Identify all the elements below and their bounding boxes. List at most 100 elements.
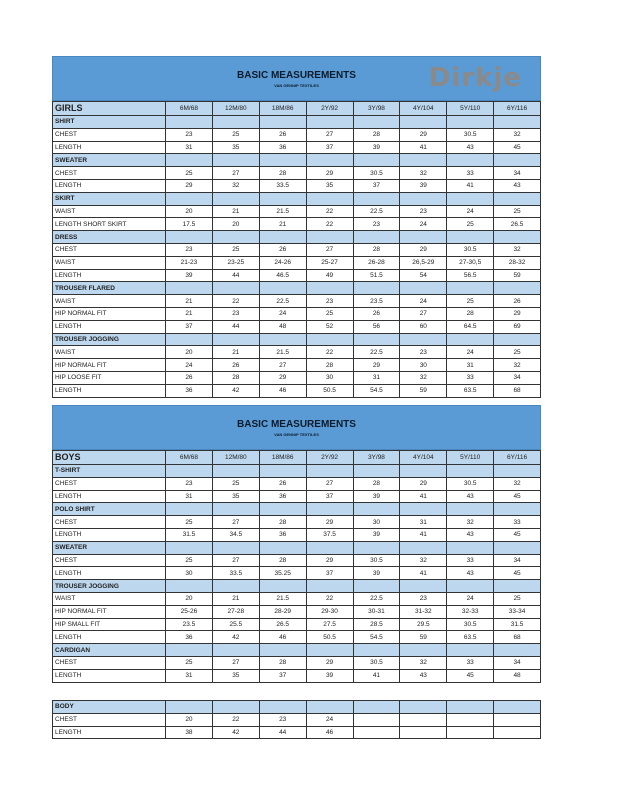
measurement-row: WAIST 21-23 23-25 24-26 25-27 26-28 26,5-29 27-… xyxy=(52,255,541,270)
measurement-value: 32-33 xyxy=(446,604,495,619)
measurement-value: 29 xyxy=(493,306,541,321)
empty-cell xyxy=(352,332,401,347)
section-label: DRESS xyxy=(52,230,166,244)
size-header: 5Y/110 xyxy=(446,101,495,116)
measurement-value: 17.5 xyxy=(165,217,213,232)
measurement-value: 28 xyxy=(305,358,354,372)
measurement-value: 28 xyxy=(211,370,260,385)
empty-cell xyxy=(399,115,448,129)
empty-cell xyxy=(258,153,307,168)
empty-cell xyxy=(305,464,354,478)
measurement-value: 25 xyxy=(165,655,213,670)
measurement-row: LENGTH 30 33.5 35.25 37 39 41 43 45 xyxy=(52,566,541,581)
empty-cell xyxy=(446,502,495,517)
measurement-label: LENGTH xyxy=(52,383,166,398)
body-table: BODY CHEST 20 22 23 24 LENGTH 38 42 44 46 xyxy=(52,700,541,740)
empty-cell xyxy=(493,643,541,657)
boys-block: BASIC MEASUREMENTS VAN GENNIP TEXTILES B… xyxy=(52,405,541,683)
measurement-value: 35 xyxy=(305,178,354,193)
measurement-value: 50.5 xyxy=(305,383,354,398)
measurement-value: 43 xyxy=(493,178,541,193)
measurement-value: 39 xyxy=(352,140,401,155)
measurement-row: CHEST 23 25 26 27 28 29 30.5 32 xyxy=(52,242,541,257)
measurement-value: 28 xyxy=(352,476,401,491)
empty-cell xyxy=(258,332,307,347)
measurement-value: 28.5 xyxy=(352,617,401,632)
measurement-value: 28 xyxy=(352,242,401,257)
measurement-value: 33.5 xyxy=(211,566,260,581)
empty-cell xyxy=(305,579,354,593)
girls-table: GIRLS 6M/68 12M/80 18M/86 2Y/92 3Y/98 4Y/104 5Y… xyxy=(52,101,541,398)
measurement-value: 46 xyxy=(305,725,354,740)
measurement-value: 28-29 xyxy=(258,604,307,619)
measurement-label: CHEST xyxy=(52,553,166,568)
measurement-value: 54.5 xyxy=(352,630,401,645)
measurement-value: 31 xyxy=(399,515,448,529)
measurement-value: 59 xyxy=(493,268,541,283)
measurement-value xyxy=(352,725,401,740)
measurement-row: LENGTH 37 44 48 52 56 60 64.5 69 xyxy=(52,319,541,334)
measurement-row: CHEST 20 22 23 24 xyxy=(52,712,541,727)
measurement-value: 29 xyxy=(305,553,354,568)
measurement-row: LENGTH 29 32 33.5 35 37 39 41 43 xyxy=(52,178,541,193)
measurement-value: 21 xyxy=(211,204,260,219)
measurement-value: 34 xyxy=(493,166,541,180)
measurement-value: 22.5 xyxy=(352,204,401,219)
measurement-value: 26.5 xyxy=(258,617,307,632)
measurement-value: 34 xyxy=(493,655,541,670)
measurement-row: CHEST 23 25 26 27 28 29 30.5 32 xyxy=(52,476,541,491)
measurement-value: 64.5 xyxy=(446,319,495,334)
measurement-value: 25 xyxy=(211,127,260,142)
measurement-value: 29 xyxy=(352,358,401,372)
measurement-value: 31 xyxy=(165,668,213,683)
measurement-value: 24 xyxy=(446,591,495,606)
measurement-value: 20 xyxy=(165,591,213,606)
measurement-value: 27 xyxy=(305,127,354,142)
measurement-label: WAIST xyxy=(52,591,166,606)
measurement-value: 25.5 xyxy=(211,617,260,632)
measurement-value: 29 xyxy=(399,476,448,491)
empty-cell xyxy=(352,464,401,478)
measurement-value: 36 xyxy=(165,630,213,645)
measurement-value: 27 xyxy=(211,515,260,529)
section-label: TROUSER JOGGING xyxy=(52,579,166,593)
measurement-value: 68 xyxy=(493,630,541,645)
measurement-row: CHEST 25 27 28 29 30.5 32 33 34 xyxy=(52,166,541,180)
empty-cell xyxy=(305,643,354,657)
empty-cell xyxy=(211,464,260,478)
measurement-row: HIP SMALL FIT 23.5 25.5 26.5 27.5 28.5 29.5 30.… xyxy=(52,617,541,632)
banner-title: BASIC MEASUREMENTS xyxy=(237,70,356,81)
size-header: 6Y/116 xyxy=(493,450,541,465)
measurement-value: 24 xyxy=(399,294,448,308)
measurement-label: CHEST xyxy=(52,166,166,180)
measurement-value: 41 xyxy=(399,527,448,542)
measurement-value: 26 xyxy=(211,358,260,372)
measurement-value: 26 xyxy=(258,127,307,142)
measurement-value: 33-34 xyxy=(493,604,541,619)
empty-cell xyxy=(352,230,401,244)
empty-cell xyxy=(399,643,448,657)
measurement-label: CHEST xyxy=(52,515,166,529)
measurement-value: 27.5 xyxy=(305,617,354,632)
measurement-value: 26 xyxy=(352,306,401,321)
measurement-label: WAIST xyxy=(52,255,166,270)
measurement-value: 43 xyxy=(399,668,448,683)
empty-cell xyxy=(305,700,354,714)
measurement-value: 25 xyxy=(305,306,354,321)
measurement-value: 32 xyxy=(399,553,448,568)
measurement-value: 20 xyxy=(165,712,213,727)
measurement-value: 34.5 xyxy=(211,527,260,542)
measurement-row: LENGTH 36 42 46 50.5 54.5 59 63.5 68 xyxy=(52,630,541,645)
empty-cell xyxy=(211,153,260,168)
measurement-label: LENGTH xyxy=(52,319,166,334)
section-row: TROUSER JOGGING xyxy=(52,332,541,347)
measurement-value: 30.5 xyxy=(446,617,495,632)
measurement-value: 29 xyxy=(305,655,354,670)
empty-cell xyxy=(493,332,541,347)
measurement-label: LENGTH xyxy=(52,178,166,193)
section-row: POLO SHIRT xyxy=(52,502,541,517)
measurement-value: 26 xyxy=(258,242,307,257)
measurement-value: 46.5 xyxy=(258,268,307,283)
measurement-value: 37 xyxy=(305,566,354,581)
empty-cell xyxy=(165,643,213,657)
